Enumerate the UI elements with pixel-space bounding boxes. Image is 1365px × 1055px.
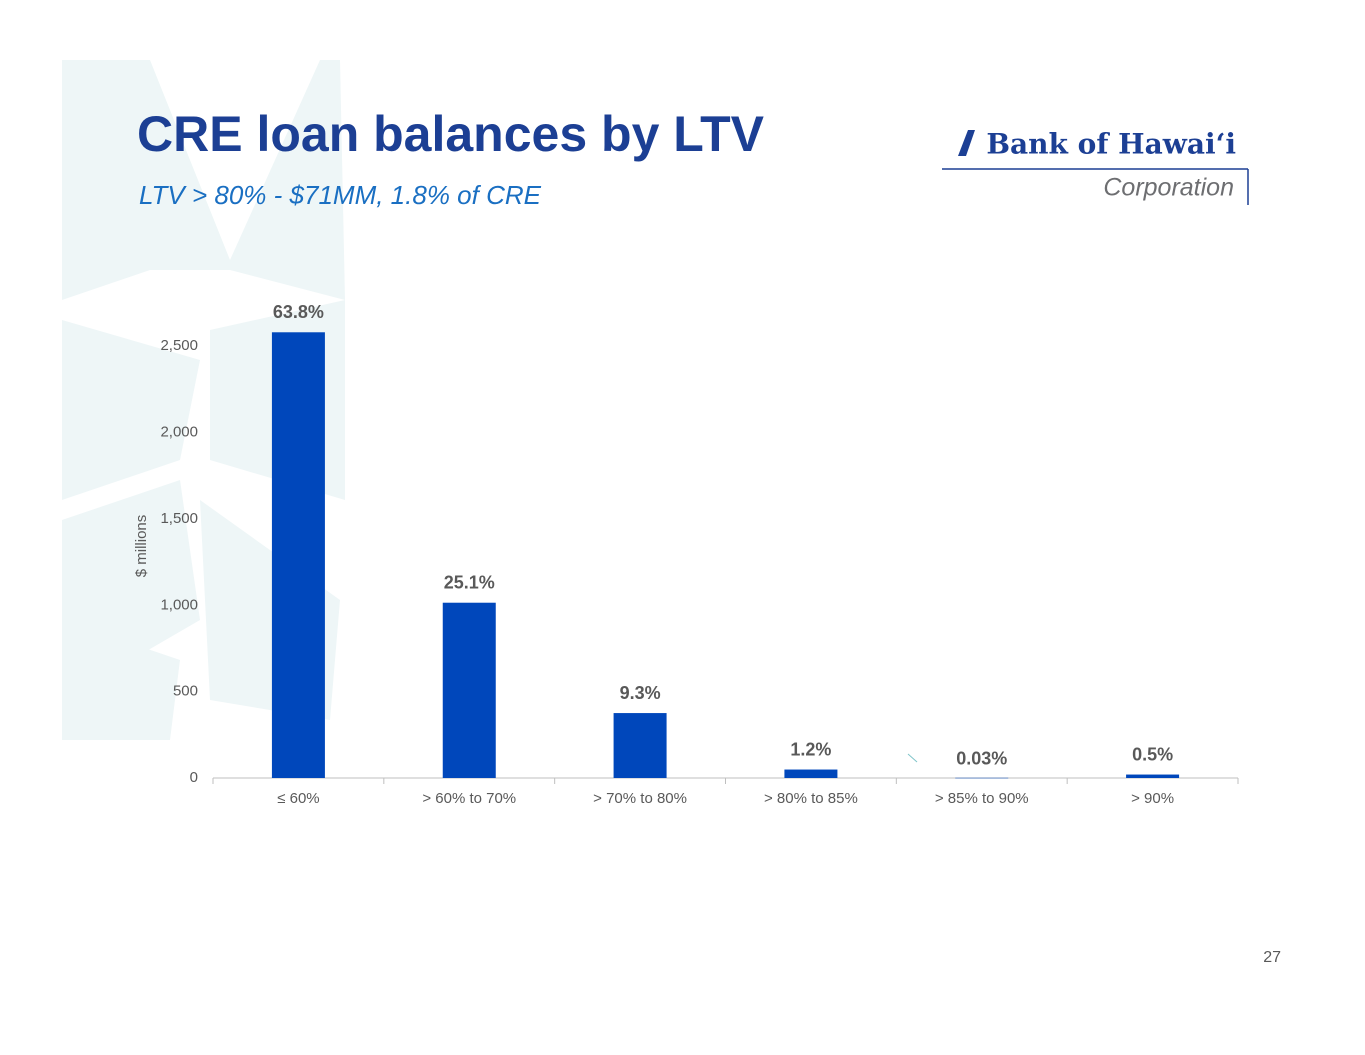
- data-label: 0.5%: [1132, 744, 1173, 764]
- x-tick-label: > 70% to 80%: [593, 790, 687, 807]
- y-tick-label: 2,500: [160, 337, 198, 354]
- logo-subtitle: Corporation: [1103, 174, 1234, 202]
- logo-name: Bank of Hawaiʻi: [986, 128, 1236, 161]
- page-number: 27: [1263, 949, 1281, 966]
- data-label: 1.2%: [790, 739, 831, 759]
- bar: [955, 777, 1009, 779]
- y-tick-label: 500: [173, 683, 198, 700]
- bar: [442, 602, 496, 778]
- y-axis-title: $ millions: [133, 515, 150, 578]
- x-tick-label: > 85% to 90%: [935, 790, 1029, 807]
- y-tick-label: 1,000: [160, 596, 198, 613]
- bar: [613, 713, 667, 778]
- y-tick-label: 1,500: [160, 510, 198, 527]
- data-label: 63.8%: [273, 302, 324, 322]
- data-label: 25.1%: [444, 572, 495, 592]
- chart-title: CRE loan balances by LTV: [137, 106, 765, 162]
- x-tick-label: ≤ 60%: [277, 790, 319, 807]
- data-label: 9.3%: [620, 683, 661, 703]
- y-tick-label: 0: [190, 769, 198, 786]
- bar: [271, 332, 325, 778]
- data-label: 0.03%: [956, 749, 1007, 769]
- x-tick-label: > 80% to 85%: [764, 790, 858, 807]
- bar: [1126, 774, 1180, 778]
- background-pattern: [62, 60, 345, 740]
- x-tick-label: > 90%: [1131, 790, 1174, 807]
- logo-mark: [958, 130, 975, 156]
- plot: 0 500 1,000 1,500 2,000 2,500 ≤ 60% 63.8% > 60% …: [160, 302, 1239, 807]
- leader-line: [907, 753, 918, 763]
- subtitle: LTV > 80% - $71MM, 1.8% of CRE: [139, 180, 542, 210]
- x-tick-label: > 60% to 70%: [422, 790, 516, 807]
- y-tick-label: 2,000: [160, 424, 198, 441]
- bar: [784, 769, 838, 778]
